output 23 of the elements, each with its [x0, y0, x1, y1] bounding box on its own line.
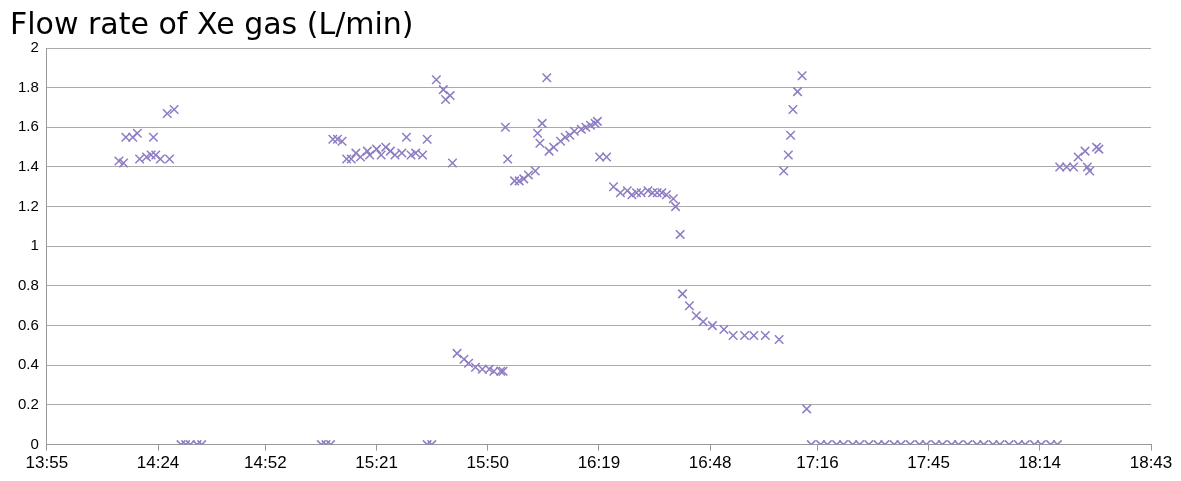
x-tick-label: 16:19 — [577, 453, 621, 473]
x-tick-label: 15:50 — [466, 453, 509, 473]
chart-title: Flow rate of Xe gas (L/min) — [10, 5, 414, 41]
x-tick-label: 14:24 — [136, 453, 180, 473]
y-tick-label: 1.2 — [17, 196, 39, 214]
x-tick-label: 14:52 — [244, 453, 287, 473]
y-tick-label: 1 — [30, 236, 39, 254]
y-tick-label: 0.8 — [17, 276, 39, 294]
y-tick-label: 0.4 — [17, 355, 39, 373]
y-tick-label: 1.4 — [17, 157, 39, 175]
x-tick-label: 18:43 — [1129, 453, 1173, 473]
x-tick-label: 13:55 — [25, 453, 69, 473]
x-tick-label: 18:14 — [1018, 453, 1062, 473]
x-tick-label: 16:48 — [688, 453, 732, 473]
y-tick-label: 0 — [30, 434, 39, 452]
y-tick-label: 1.8 — [17, 77, 39, 95]
x-tick-label: 17:45 — [907, 453, 950, 473]
y-tick-label: 0.2 — [17, 395, 39, 413]
x-tick-label: 17:16 — [796, 453, 839, 473]
x-tick-label: 15:21 — [355, 453, 398, 473]
y-tick-label: 0.6 — [17, 315, 39, 333]
y-tick-label: 2 — [30, 38, 39, 56]
y-tick-label: 1.6 — [17, 117, 39, 135]
